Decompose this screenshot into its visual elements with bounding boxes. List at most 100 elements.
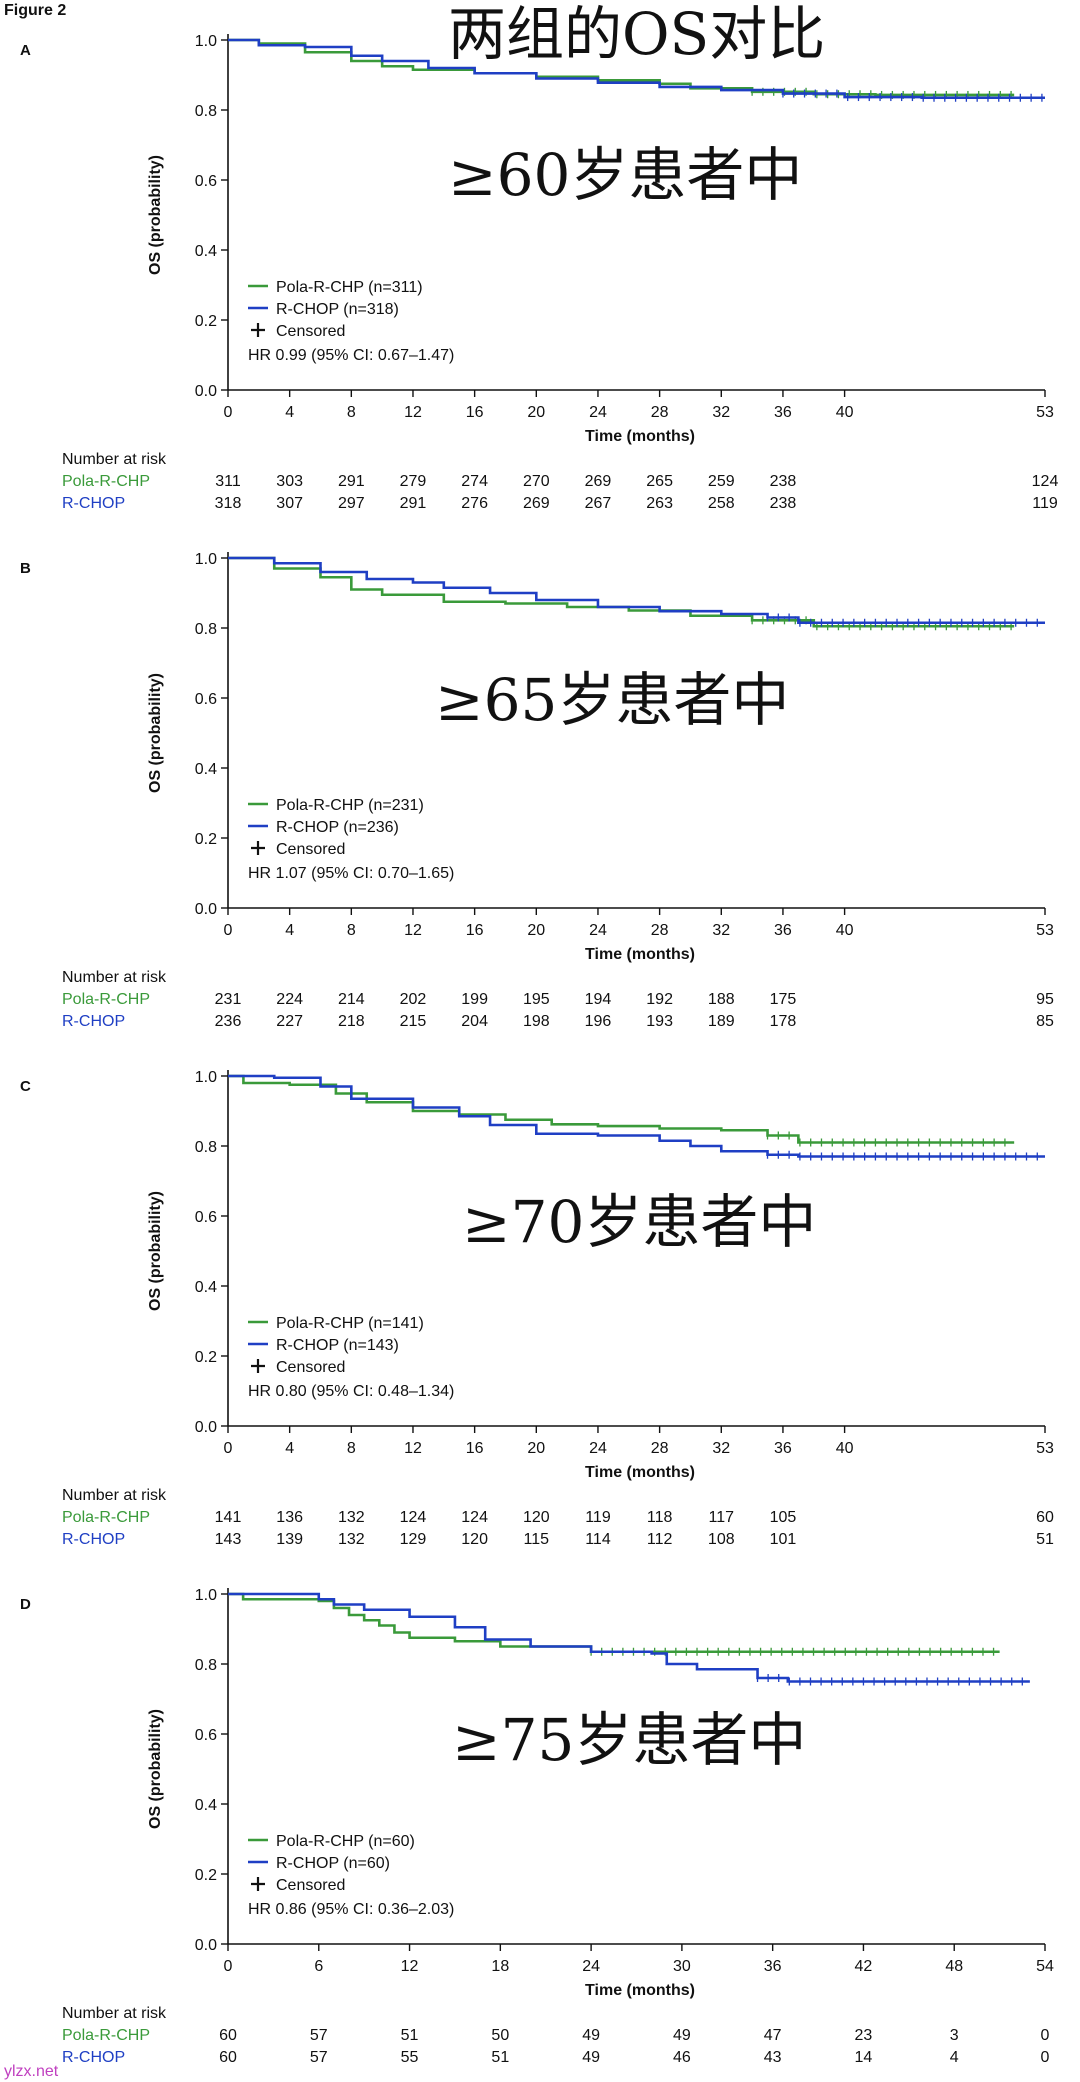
y-tick-label: 0.4	[195, 1797, 217, 1814]
risk-value-pola: 57	[310, 2027, 328, 2044]
risk-value-pola: 50	[491, 2027, 509, 2044]
y-tick-label: 0.4	[195, 761, 217, 778]
x-tick-label: 53	[1036, 404, 1054, 421]
panels-group: A0.00.20.40.60.81.0OS (probability)0 4 8 12…	[20, 33, 1058, 2066]
y-tick-label: 0.8	[195, 1657, 217, 1674]
risk-value-rchop: 108	[708, 1531, 735, 1548]
header-overlay-text: 两组的OS对比	[448, 0, 825, 68]
y-tick-label: 0.6	[195, 1727, 217, 1744]
risk-table-title: Number at risk	[62, 969, 167, 986]
x-tick-label: 4	[285, 404, 294, 421]
risk-value-rchop: 4	[950, 2049, 959, 2066]
x-tick-label: 54	[1036, 1958, 1054, 1975]
x-tick-label: 12	[401, 1958, 419, 1975]
x-tick-label: 6	[314, 1958, 323, 1975]
x-tick-label: 8	[347, 1440, 356, 1457]
hazard-ratio-text: HR 0.80 (95% CI: 0.48–1.34)	[248, 1383, 454, 1400]
x-tick-label: 4	[285, 922, 294, 939]
y-tick-label: 0.0	[195, 1419, 217, 1436]
risk-value-pola: 231	[215, 991, 242, 1008]
risk-row-label-pola: Pola-R-CHP	[62, 473, 150, 490]
panel-letter: B	[20, 560, 31, 577]
risk-value-pola: 270	[523, 473, 550, 490]
x-tick-label: 24	[589, 404, 607, 421]
x-tick-label: 12	[404, 922, 422, 939]
risk-value-rchop: 129	[400, 1531, 427, 1548]
x-tick-label: 0	[224, 1958, 233, 1975]
x-axis-label: Time (months)	[585, 946, 695, 963]
x-tick-label: 24	[589, 1440, 607, 1457]
risk-value-pola: 124	[400, 1509, 427, 1526]
x-tick-label: 53	[1036, 922, 1054, 939]
risk-row-label-rchop: R-CHOP	[62, 495, 125, 512]
x-tick-label: 20	[527, 1440, 545, 1457]
risk-value-pola: 49	[582, 2027, 600, 2044]
risk-value-rchop: 60	[219, 2049, 237, 2066]
risk-value-pola: 194	[585, 991, 612, 1008]
censored-icon	[251, 841, 265, 855]
risk-value-rchop: 143	[215, 1531, 242, 1548]
legend-label-rchop: R-CHOP (n=318)	[276, 301, 399, 318]
risk-value-pola: 311	[215, 473, 241, 490]
risk-value-pola: 0	[1041, 2027, 1050, 2044]
risk-value-rchop: 101	[770, 1531, 797, 1548]
risk-value-rchop: 139	[276, 1531, 303, 1548]
x-tick-label: 12	[404, 1440, 422, 1457]
panel-D: D 0.0 0.2 0.4 0.6 0.8 1.0 OS (probability) 0 6 12 1…	[20, 1587, 1054, 2066]
risk-value-rchop: 46	[673, 2049, 691, 2066]
risk-value-pola: 132	[338, 1509, 365, 1526]
x-tick-label: 16	[466, 1440, 484, 1457]
overlay-annotation: ≥65岁患者中	[435, 666, 789, 734]
y-tick-label: 0.0	[195, 901, 217, 918]
x-tick-label: 0	[224, 1440, 233, 1457]
risk-value-rchop: 307	[276, 495, 303, 512]
overlay-annotation: ≥60岁患者中	[448, 141, 802, 209]
y-tick-label: 0.4	[195, 1279, 217, 1296]
risk-value-rchop: 112	[647, 1531, 673, 1548]
x-tick-label: 0	[224, 922, 233, 939]
km-curve-r-chop	[228, 1592, 1030, 1683]
risk-value-rchop: 14	[855, 2049, 873, 2066]
y-axis-label: OS (probability)	[147, 1191, 164, 1311]
y-tick-label: 0.2	[195, 313, 217, 330]
x-tick-label: 42	[855, 1958, 873, 1975]
risk-value-rchop: 0	[1041, 2049, 1050, 2066]
risk-value-pola: 136	[276, 1509, 303, 1526]
x-tick-label: 12	[404, 404, 422, 421]
risk-value-pola: 274	[461, 473, 488, 490]
risk-value-pola: 120	[523, 1509, 550, 1526]
x-tick-label: 20	[527, 922, 545, 939]
risk-value-pola: 279	[400, 473, 427, 490]
risk-value-rchop: 132	[338, 1531, 365, 1548]
km-curve-pola-r-chp	[228, 556, 1015, 628]
panel-letter: D	[20, 1596, 31, 1613]
x-tick-label: 40	[836, 922, 854, 939]
risk-value-pola: 259	[708, 473, 735, 490]
risk-row-label-rchop: R-CHOP	[62, 1013, 125, 1030]
y-tick-label: 0.4	[195, 243, 217, 260]
x-tick-label: 8	[347, 404, 356, 421]
risk-value-pola: 175	[770, 991, 797, 1008]
legend-label-rchop: R-CHOP (n=60)	[276, 1855, 390, 1872]
risk-value-rchop: 85	[1036, 1013, 1054, 1030]
panel-letter: C	[20, 1078, 31, 1095]
y-tick-label: 1.0	[195, 33, 217, 50]
censored-icon	[251, 1877, 265, 1891]
x-tick-label: 36	[764, 1958, 782, 1975]
hazard-ratio-text: HR 0.99 (95% CI: 0.67–1.47)	[248, 347, 454, 364]
risk-value-pola: 195	[523, 991, 550, 1008]
x-tick-label: 24	[589, 922, 607, 939]
risk-row-label-rchop: R-CHOP	[62, 1531, 125, 1548]
legend-label-pola: Pola-R-CHP (n=141)	[276, 1315, 424, 1332]
x-tick-label: 16	[466, 922, 484, 939]
x-tick-label: 48	[945, 1958, 963, 1975]
legend-label-pola: Pola-R-CHP (n=311)	[276, 279, 423, 296]
legend-label-censored: Censored	[276, 1359, 345, 1376]
x-tick-label: 4	[285, 1440, 294, 1457]
x-tick-label: 36	[774, 404, 792, 421]
overlay-annotation: ≥75岁患者中	[452, 1706, 806, 1774]
legend-label-pola: Pola-R-CHP (n=231)	[276, 797, 424, 814]
watermark: ylzx.net	[4, 2063, 59, 2080]
x-tick-label: 20	[527, 404, 545, 421]
